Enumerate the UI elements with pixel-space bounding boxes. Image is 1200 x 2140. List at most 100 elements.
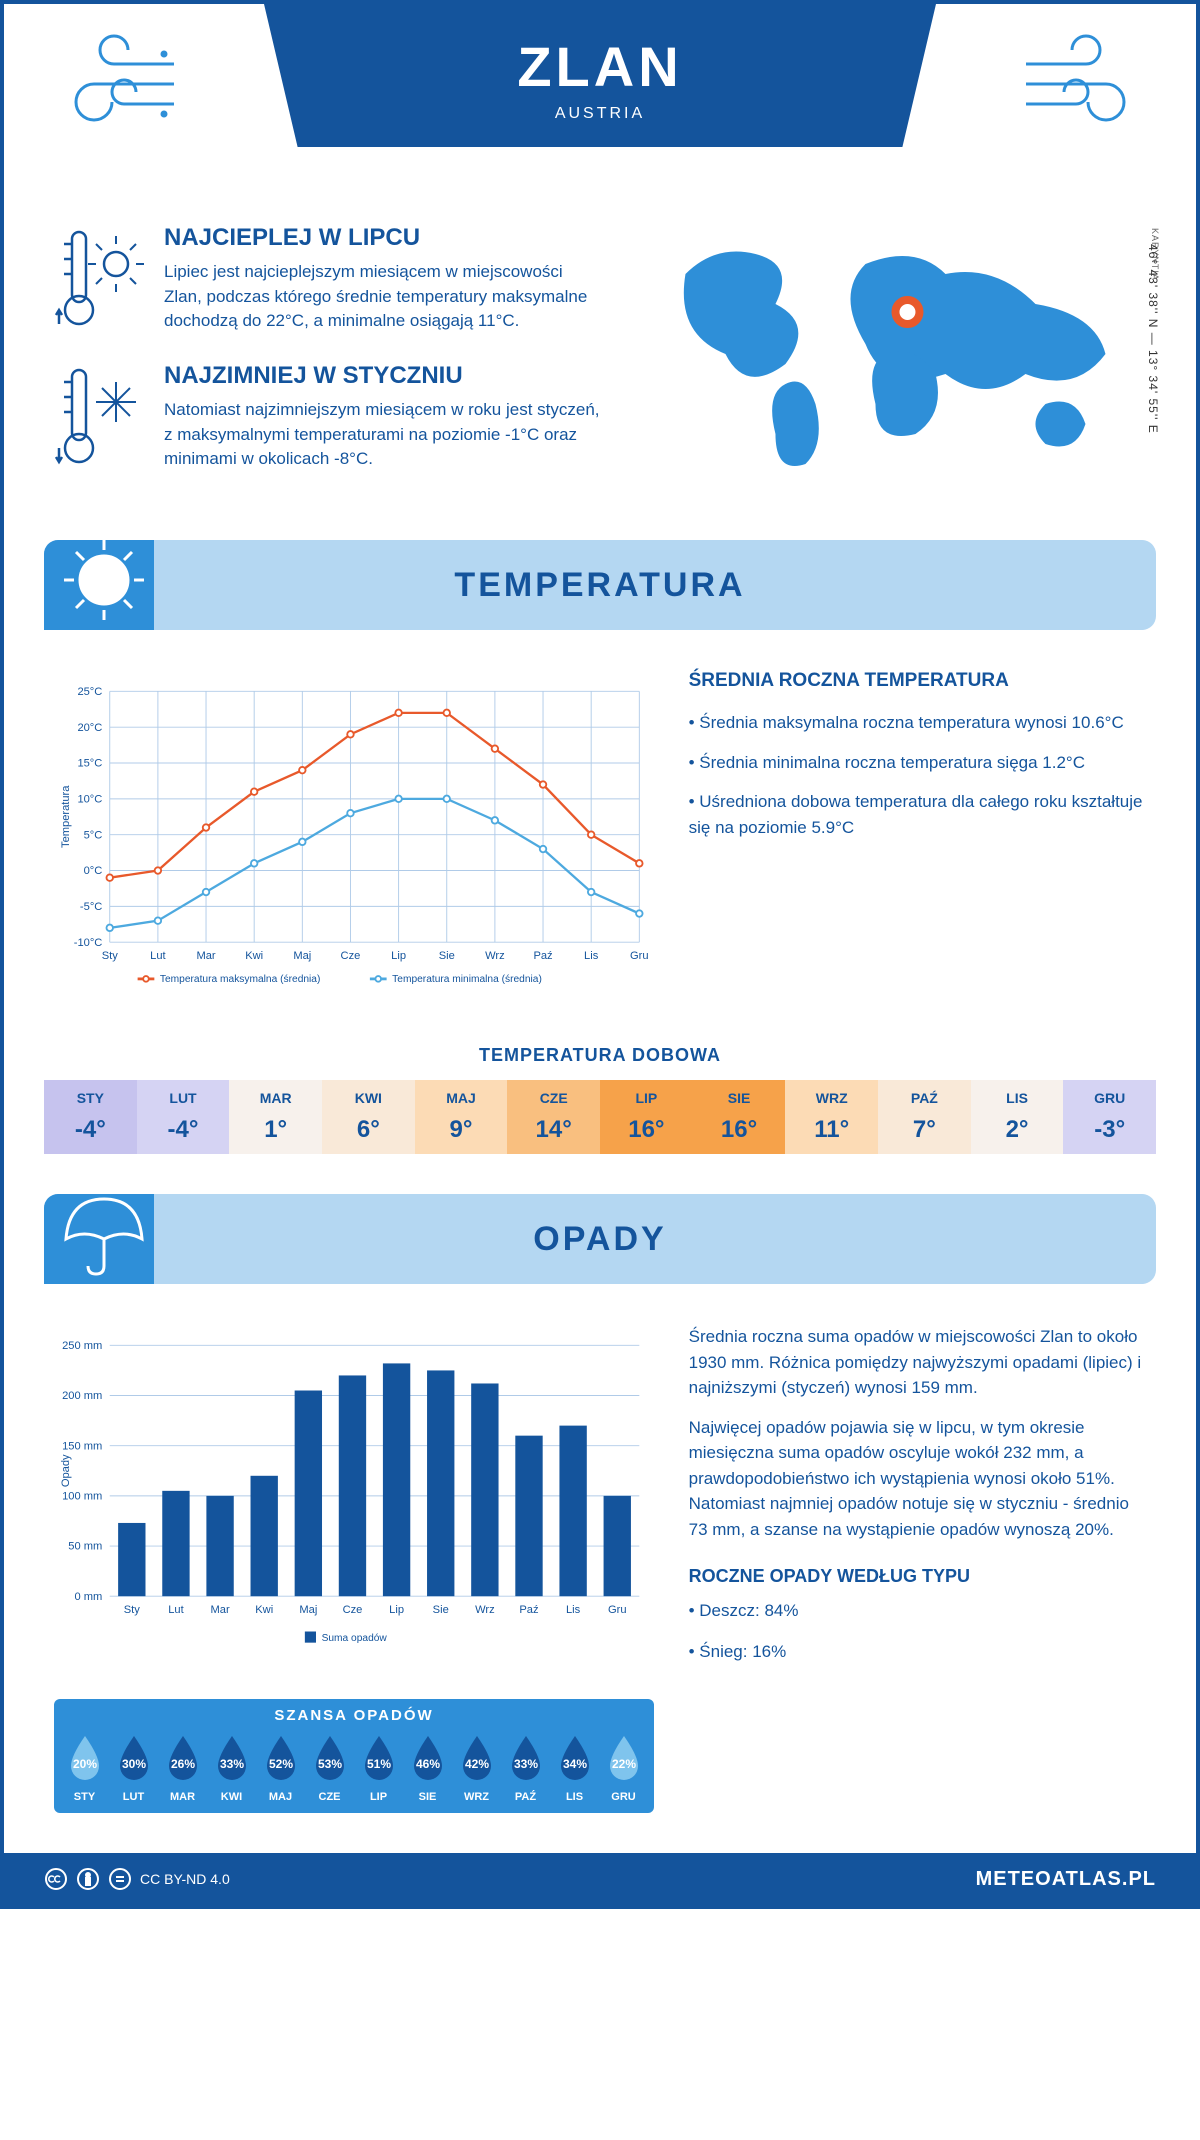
precipitation-chart: 0 mm50 mm100 mm150 mm200 mm250 mmStyLutM… (54, 1324, 649, 1679)
drop-item: 34%LIS (550, 1732, 599, 1803)
daily-temp-title: TEMPERATURA DOBOWA (4, 1045, 1196, 1066)
daily-cell: LIS2° (971, 1080, 1064, 1154)
typu-l2: • Śnieg: 16% (689, 1638, 1146, 1665)
daily-cell: WRZ11° (785, 1080, 878, 1154)
svg-text:Mar: Mar (210, 1604, 229, 1616)
svg-text:Lip: Lip (391, 950, 406, 962)
svg-text:Gru: Gru (608, 1604, 627, 1616)
daily-cell: CZE14° (507, 1080, 600, 1154)
drop-item: 26%MAR (158, 1732, 207, 1803)
section-title-precipitation: OPADY (44, 1220, 1156, 1259)
svg-text:Paź: Paź (533, 950, 553, 962)
coordinates: 46° 43' 38'' N — 13° 34' 55'' E (1146, 244, 1160, 434)
fact-hot-body: Lipiec jest najcieplejszym miesiącem w m… (164, 260, 605, 334)
svg-text:Suma opadów: Suma opadów (322, 1633, 388, 1644)
svg-text:Lut: Lut (150, 950, 166, 962)
svg-text:Gru: Gru (630, 950, 649, 962)
license-text: CC BY-ND 4.0 (140, 1871, 230, 1887)
svg-text:51%: 51% (366, 1757, 390, 1771)
svg-text:33%: 33% (219, 1757, 243, 1771)
temperature-row: -10°C-5°C0°C5°C10°C15°C20°C25°CStyLutMar… (4, 630, 1196, 1035)
svg-text:Maj: Maj (293, 950, 311, 962)
svg-text:Sie: Sie (433, 1604, 449, 1616)
daily-cell: LUT-4° (137, 1080, 230, 1154)
svg-text:10°C: 10°C (77, 794, 102, 806)
intro-section: NAJCIEPLEJ W LIPCU Lipiec jest najcieple… (4, 204, 1196, 540)
license-block: CC BY-ND 4.0 (44, 1867, 230, 1891)
temp-summary-heading: ŚREDNIA ROCZNA TEMPERATURA (689, 670, 1146, 692)
precip-p2: Najwięcej opadów pojawia się w lipcu, w … (689, 1415, 1146, 1543)
svg-text:Kwi: Kwi (255, 1604, 273, 1616)
drop-item: 20%STY (60, 1732, 109, 1803)
svg-text:100 mm: 100 mm (62, 1491, 102, 1503)
daily-cell: GRU-3° (1063, 1080, 1156, 1154)
drop-item: 46%SIE (403, 1732, 452, 1803)
svg-text:Temperatura maksymalna (średni: Temperatura maksymalna (średnia) (160, 974, 320, 985)
temp-summary-l1: • Średnia maksymalna roczna temperatura … (689, 710, 1146, 736)
svg-text:22%: 22% (611, 1757, 635, 1771)
precip-by-type: ROCZNE OPADY WEDŁUG TYPU • Deszcz: 84% •… (689, 1566, 1146, 1665)
svg-text:Sty: Sty (124, 1604, 141, 1616)
country-subtitle: AUSTRIA (264, 105, 936, 123)
fact-hot-title: NAJCIEPLEJ W LIPCU (164, 224, 605, 252)
nd-icon (108, 1867, 132, 1891)
svg-text:34%: 34% (562, 1757, 586, 1771)
drop-item: 42%WRZ (452, 1732, 501, 1803)
svg-text:25°C: 25°C (77, 686, 102, 698)
section-banner-precipitation: OPADY (44, 1194, 1156, 1284)
svg-text:Lut: Lut (168, 1604, 184, 1616)
svg-text:Maj: Maj (299, 1604, 317, 1616)
svg-text:Sie: Sie (439, 950, 455, 962)
temp-summary-l3: • Uśredniona dobowa temperatura dla całe… (689, 789, 1146, 840)
svg-text:Lis: Lis (566, 1604, 581, 1616)
location-title: ZLAN (264, 34, 936, 99)
sun-icon (54, 530, 154, 630)
svg-text:26%: 26% (170, 1757, 194, 1771)
precipitation-chance-box: SZANSA OPADÓW 20%STY30%LUT26%MAR33%KWI52… (54, 1699, 654, 1813)
svg-text:46%: 46% (415, 1757, 439, 1771)
svg-text:20%: 20% (72, 1757, 96, 1771)
drop-row: 20%STY30%LUT26%MAR33%KWI52%MAJ53%CZE51%L… (54, 1732, 654, 1803)
facts-column: NAJCIEPLEJ W LIPCU Lipiec jest najcieple… (54, 224, 605, 500)
temp-summary-l2: • Średnia minimalna roczna temperatura s… (689, 750, 1146, 776)
typu-heading: ROCZNE OPADY WEDŁUG TYPU (689, 1566, 1146, 1587)
svg-text:Sty: Sty (102, 950, 119, 962)
svg-text:53%: 53% (317, 1757, 341, 1771)
section-title-temperature: TEMPERATURA (44, 566, 1156, 605)
precip-p1: Średnia roczna suma opadów w miejscowośc… (689, 1324, 1146, 1401)
svg-text:Temperatura: Temperatura (60, 785, 72, 848)
svg-text:Mar: Mar (196, 950, 215, 962)
title-banner: ZLAN AUSTRIA (264, 4, 936, 147)
drop-item: 30%LUT (109, 1732, 158, 1803)
brand: METEOATLAS.PL (976, 1868, 1156, 1891)
drop-item: 33%KWI (207, 1732, 256, 1803)
cc-icon (44, 1867, 68, 1891)
drop-item: 53%CZE (305, 1732, 354, 1803)
svg-text:-10°C: -10°C (74, 937, 103, 949)
header: ZLAN AUSTRIA (4, 4, 1196, 204)
svg-text:150 mm: 150 mm (62, 1440, 102, 1452)
daily-temp-table: STY-4°LUT-4°MAR1°KWI6°MAJ9°CZE14°LIP16°S… (44, 1080, 1156, 1154)
svg-text:15°C: 15°C (77, 758, 102, 770)
svg-text:33%: 33% (513, 1757, 537, 1771)
svg-text:Cze: Cze (341, 950, 361, 962)
fact-warmest: NAJCIEPLEJ W LIPCU Lipiec jest najcieple… (54, 224, 605, 334)
world-map-icon (645, 224, 1146, 484)
svg-text:0 mm: 0 mm (74, 1591, 102, 1603)
wind-icon-right (1016, 34, 1156, 134)
svg-text:0°C: 0°C (84, 865, 103, 877)
svg-text:30%: 30% (121, 1757, 145, 1771)
by-icon (76, 1867, 100, 1891)
svg-text:Cze: Cze (343, 1604, 363, 1616)
daily-cell: KWI6° (322, 1080, 415, 1154)
thermometer-sun-icon (54, 224, 144, 334)
svg-text:Lip: Lip (389, 1604, 404, 1616)
map-column: KARYNTIA 46° 43' 38'' N — 13° 34' 55'' E (645, 224, 1146, 500)
footer: CC BY-ND 4.0 METEOATLAS.PL (4, 1853, 1196, 1905)
svg-text:200 mm: 200 mm (62, 1390, 102, 1402)
fact-coldest: NAJZIMNIEJ W STYCZNIU Natomiast najzimni… (54, 362, 605, 472)
svg-text:250 mm: 250 mm (62, 1340, 102, 1352)
typu-l1: • Deszcz: 84% (689, 1597, 1146, 1624)
thermometer-snow-icon (54, 362, 144, 472)
svg-text:52%: 52% (268, 1757, 292, 1771)
